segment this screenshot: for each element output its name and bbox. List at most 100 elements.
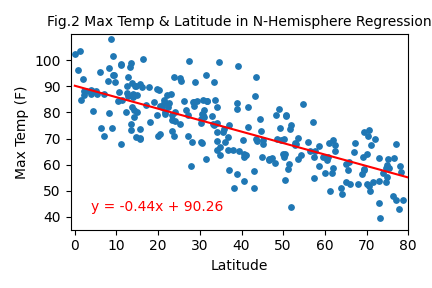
Point xyxy=(92,88,99,93)
Point xyxy=(172,119,178,124)
Point xyxy=(236,148,243,153)
Point xyxy=(165,100,172,105)
Point xyxy=(130,94,137,99)
Point xyxy=(81,89,88,93)
Point xyxy=(110,54,117,58)
Point xyxy=(134,92,141,97)
Point xyxy=(203,98,210,103)
Point xyxy=(327,188,334,193)
Point xyxy=(197,116,204,121)
Point xyxy=(365,184,372,188)
Point xyxy=(231,185,238,190)
Point xyxy=(280,155,287,159)
Point xyxy=(133,84,140,88)
Point xyxy=(256,117,263,122)
Point xyxy=(287,204,294,209)
Point xyxy=(376,156,383,160)
Point xyxy=(156,87,163,92)
Point xyxy=(229,147,236,152)
Point xyxy=(124,93,131,98)
Point xyxy=(283,113,290,117)
Point xyxy=(139,85,146,90)
Point xyxy=(352,141,359,145)
Point xyxy=(343,180,350,185)
Point xyxy=(190,104,197,109)
Point xyxy=(157,131,164,136)
Text: y = -0.44x + 90.26: y = -0.44x + 90.26 xyxy=(92,200,224,215)
Point xyxy=(83,88,90,93)
Point xyxy=(382,165,389,170)
Point xyxy=(213,129,220,134)
Point xyxy=(125,75,132,79)
Point xyxy=(276,107,283,111)
Point xyxy=(137,137,144,141)
Point xyxy=(398,170,405,174)
Point xyxy=(271,161,278,166)
Point xyxy=(197,121,204,126)
Point xyxy=(363,151,370,156)
Point xyxy=(200,108,207,113)
Point xyxy=(311,175,318,180)
Point xyxy=(123,91,130,96)
Point xyxy=(123,109,130,114)
Point xyxy=(168,118,175,123)
Point xyxy=(115,90,122,95)
Point xyxy=(337,185,344,190)
Point xyxy=(220,130,227,134)
Point xyxy=(361,167,368,171)
Point xyxy=(379,170,386,175)
Point xyxy=(300,101,307,106)
Point xyxy=(390,193,397,198)
Point xyxy=(119,98,126,103)
Point xyxy=(185,112,192,117)
Point xyxy=(293,141,300,146)
Point xyxy=(226,123,232,128)
Point xyxy=(182,108,189,113)
Point xyxy=(181,99,188,104)
Point xyxy=(153,113,160,117)
Point xyxy=(360,155,367,160)
Point xyxy=(368,143,375,148)
Point xyxy=(114,99,121,103)
Point xyxy=(278,138,285,143)
Point xyxy=(108,36,114,41)
Point xyxy=(222,139,229,144)
Point xyxy=(359,172,365,176)
Point xyxy=(377,216,384,221)
Point xyxy=(192,80,199,84)
Point xyxy=(171,134,178,138)
Point xyxy=(160,101,167,106)
Point xyxy=(252,75,259,79)
Point xyxy=(199,141,206,145)
Point xyxy=(78,98,85,103)
Point xyxy=(171,75,178,79)
Point xyxy=(200,98,206,103)
Point xyxy=(128,122,135,126)
Point xyxy=(384,157,391,161)
Point xyxy=(234,172,241,177)
Point xyxy=(294,136,301,140)
Point xyxy=(118,142,125,147)
Point xyxy=(220,126,227,131)
Point xyxy=(277,126,284,130)
Point xyxy=(321,171,328,175)
Point xyxy=(161,98,168,103)
Point xyxy=(395,206,402,211)
Point xyxy=(385,166,392,170)
Point xyxy=(240,138,247,143)
Point xyxy=(214,120,221,125)
Point xyxy=(80,93,87,98)
Point xyxy=(307,149,314,153)
Point xyxy=(131,84,138,88)
Point xyxy=(251,168,257,173)
Point xyxy=(364,134,371,138)
Point xyxy=(131,108,138,113)
Point xyxy=(126,65,133,69)
Point xyxy=(363,181,370,186)
Point xyxy=(106,66,113,70)
Point xyxy=(197,139,204,144)
Point xyxy=(286,127,293,132)
Point xyxy=(88,92,95,96)
Point xyxy=(169,128,176,133)
Point xyxy=(330,166,337,171)
